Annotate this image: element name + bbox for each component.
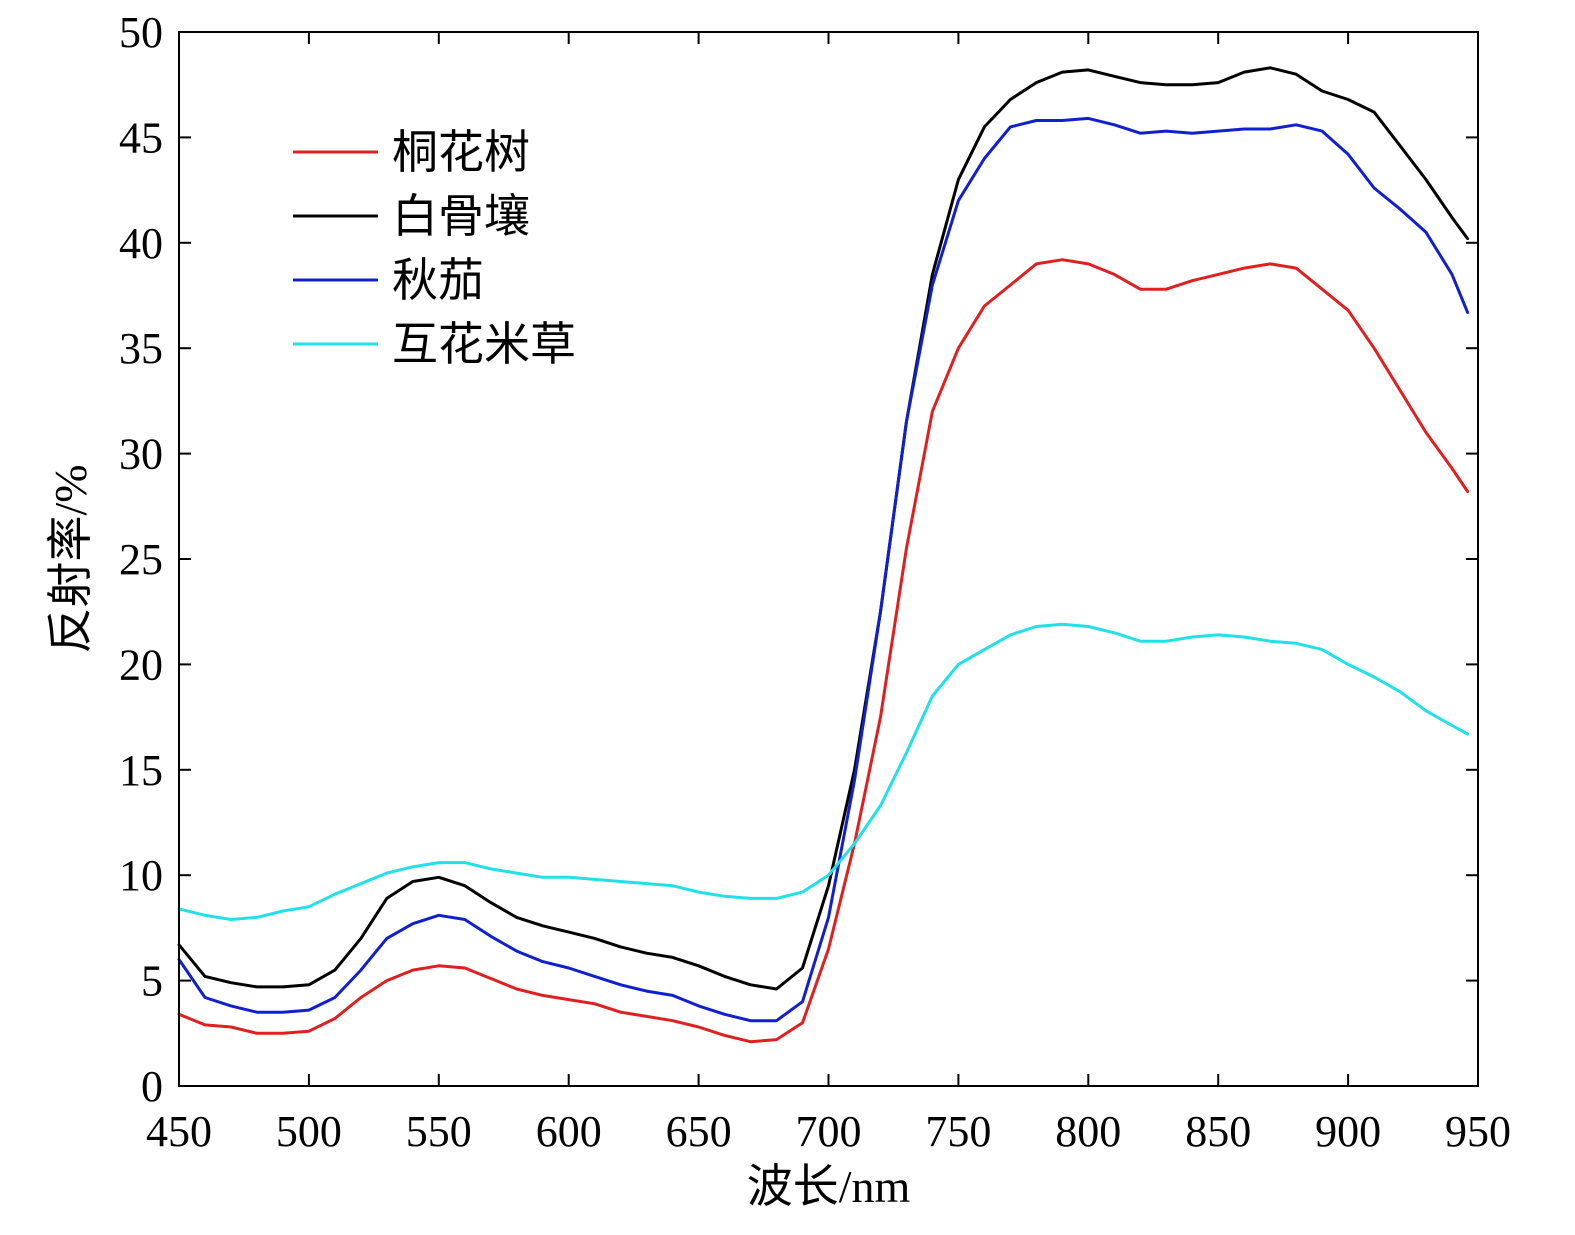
y-tick-label: 0 bbox=[141, 1062, 163, 1111]
y-tick-label: 20 bbox=[119, 640, 163, 689]
x-tick-label: 650 bbox=[666, 1107, 732, 1156]
y-tick-label: 40 bbox=[119, 219, 163, 268]
plot-layer bbox=[177, 66, 1470, 1044]
x-tick-label: 550 bbox=[406, 1107, 472, 1156]
y-tick-label: 30 bbox=[119, 430, 163, 479]
y-tick-label: 5 bbox=[141, 957, 163, 1006]
x-tick-label: 850 bbox=[1185, 1107, 1251, 1156]
series-line-1 bbox=[177, 66, 1470, 991]
series-line-3 bbox=[177, 622, 1470, 921]
legend-label-0: 桐花树 bbox=[392, 127, 530, 178]
x-tick-label: 750 bbox=[925, 1107, 991, 1156]
axes-layer: 450 500 550 600 650 700 750 800 850 900 950 0 5 10 15 2… bbox=[45, 8, 1511, 1212]
legend-label-3: 互花米草 bbox=[392, 319, 576, 370]
y-tick-label: 25 bbox=[119, 535, 163, 584]
series-line-0 bbox=[177, 258, 1470, 1044]
x-tick-label: 450 bbox=[146, 1107, 212, 1156]
y-tick-label: 35 bbox=[119, 324, 163, 373]
legend-label-1: 白骨壤 bbox=[392, 191, 530, 242]
x-tick-label: 950 bbox=[1445, 1107, 1511, 1156]
x-tick-label: 700 bbox=[796, 1107, 862, 1156]
y-tick-label: 45 bbox=[119, 113, 163, 162]
x-tick-label: 800 bbox=[1055, 1107, 1121, 1156]
y-tick-label: 50 bbox=[119, 8, 163, 57]
plot-frame bbox=[178, 31, 1479, 1087]
x-tick-label: 600 bbox=[536, 1107, 602, 1156]
y-tick-label: 10 bbox=[119, 851, 163, 900]
x-axis-label: 波长/nm bbox=[747, 1161, 911, 1212]
x-tick-label: 900 bbox=[1315, 1107, 1381, 1156]
y-axis-label: 反射率/% bbox=[45, 464, 96, 653]
legend-label-2: 秋茄 bbox=[392, 255, 484, 306]
x-tick-label: 500 bbox=[276, 1107, 342, 1156]
series-line-2 bbox=[177, 116, 1470, 1023]
y-tick-label: 15 bbox=[119, 746, 163, 795]
